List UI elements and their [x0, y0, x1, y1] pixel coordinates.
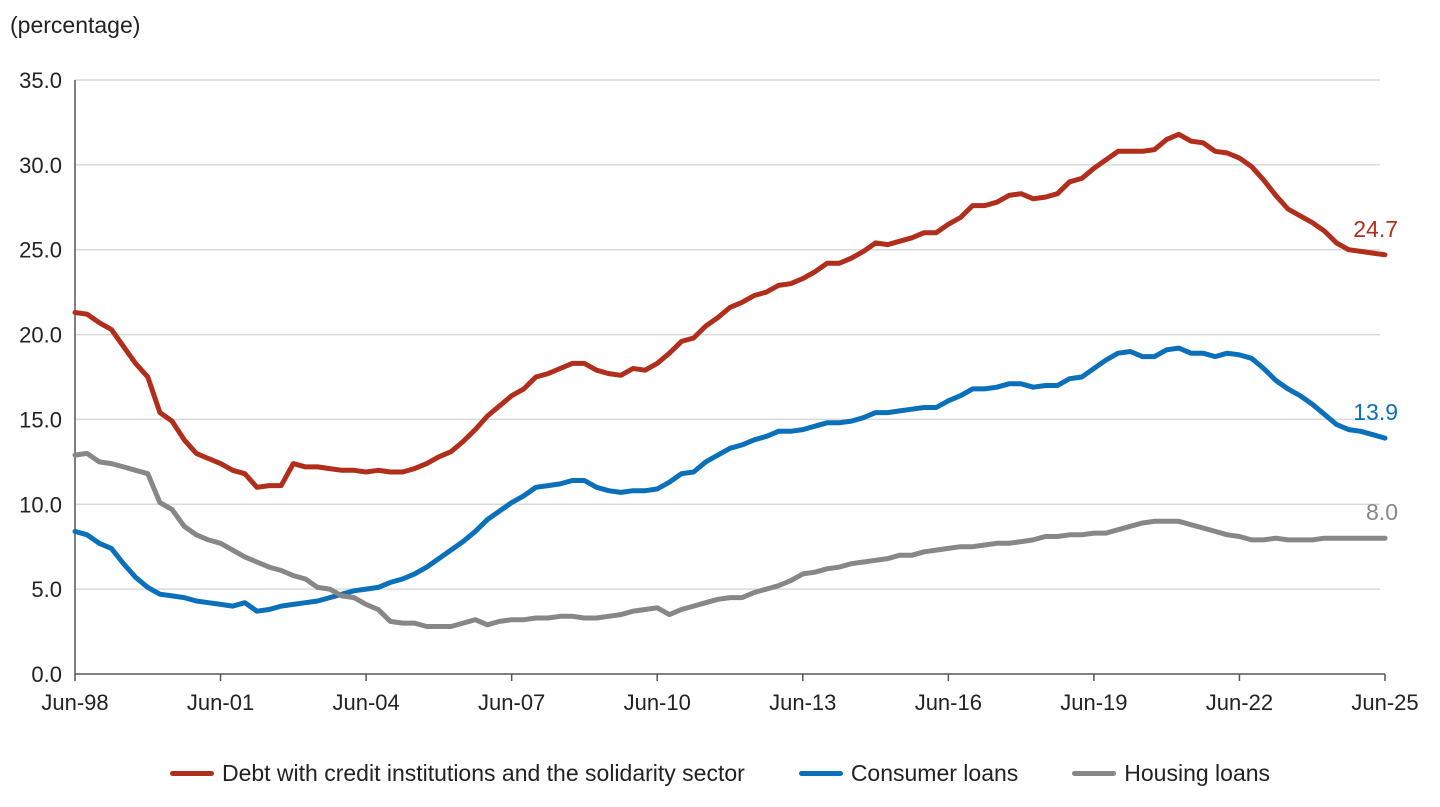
x-tick-label: Jun-98: [41, 690, 108, 715]
legend-swatch-debt: [169, 771, 214, 776]
x-tick-label: Jun-19: [1060, 690, 1127, 715]
legend-item-housing: Housing loans: [1072, 760, 1270, 787]
series-line-0: [72, 131, 1388, 490]
x-tick-label: Jun-13: [769, 690, 836, 715]
y-tick-label: 0.0: [31, 662, 62, 687]
end-value-label: 8.0: [1366, 499, 1398, 525]
x-tick-label: Jun-10: [624, 690, 691, 715]
x-tick-label: Jun-04: [332, 690, 399, 715]
y-axis-unit-label: (percentage): [10, 12, 141, 38]
x-tick-label: Jun-01: [187, 690, 254, 715]
end-value-label: 13.9: [1353, 399, 1398, 425]
y-tick-label: 15.0: [19, 407, 62, 432]
series-line-2: [72, 450, 1388, 629]
legend-label-housing: Housing loans: [1124, 760, 1271, 786]
x-tick-label: Jun-25: [1351, 690, 1418, 715]
end-value-label: 24.7: [1353, 216, 1398, 242]
y-tick-label: 10.0: [19, 492, 62, 517]
y-tick-label: 25.0: [19, 238, 62, 263]
legend-item-debt: Debt with credit institutions and the so…: [169, 760, 745, 787]
legend-item-consumer: Consumer loans: [798, 760, 1019, 787]
legend-label-debt: Debt with credit institutions and the so…: [221, 760, 745, 786]
y-tick-label: 20.0: [19, 323, 62, 348]
y-tick-label: 30.0: [19, 153, 62, 178]
legend-swatch-housing: [1072, 771, 1117, 776]
legend-label-consumer: Consumer loans: [850, 760, 1019, 786]
y-tick-label: 35.0: [19, 68, 62, 93]
legend: Debt with credit institutions and the so…: [0, 760, 1440, 787]
series-line-1: [72, 345, 1388, 614]
legend-swatch-consumer: [798, 771, 843, 776]
x-tick-label: Jun-22: [1206, 690, 1273, 715]
y-tick-label: 5.0: [31, 577, 62, 602]
x-tick-label: Jun-16: [915, 690, 982, 715]
x-tick-label: Jun-07: [478, 690, 545, 715]
